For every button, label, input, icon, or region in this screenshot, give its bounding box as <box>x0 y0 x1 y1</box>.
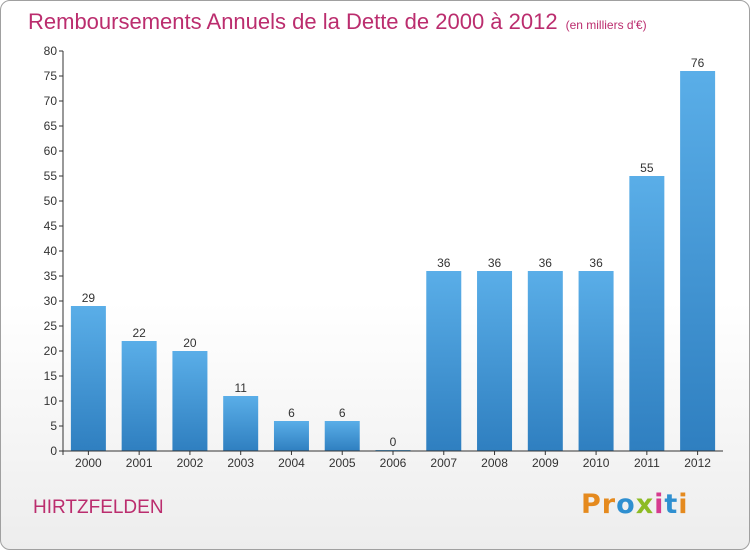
logo-letter: r <box>601 489 617 520</box>
x-tick-label: 2007 <box>430 456 457 470</box>
logo-letter: P <box>581 489 602 520</box>
y-tick-label: 40 <box>44 244 58 258</box>
y-tick-label: 60 <box>44 144 58 158</box>
y-tick-label: 65 <box>44 119 58 133</box>
data-label: 36 <box>589 256 603 270</box>
data-label: 76 <box>691 56 705 70</box>
x-tick-label: 2004 <box>278 456 305 470</box>
commune-name: HIRTZFELDEN <box>33 497 164 518</box>
y-tick-label: 80 <box>44 44 58 58</box>
logo-letter: x <box>635 489 655 520</box>
data-label: 22 <box>132 326 146 340</box>
data-label: 6 <box>288 406 295 420</box>
bar <box>527 271 563 451</box>
x-tick-label: 2003 <box>227 456 254 470</box>
x-tick-label: 2000 <box>75 456 102 470</box>
logo-letter: i <box>654 489 665 520</box>
x-tick-label: 2011 <box>634 456 660 470</box>
data-label: 0 <box>390 435 397 449</box>
y-tick-label: 50 <box>44 194 58 208</box>
bar <box>324 421 360 451</box>
bar <box>426 271 462 451</box>
bar <box>629 176 665 451</box>
bar <box>477 271 513 451</box>
data-label: 36 <box>539 256 553 270</box>
bar <box>121 341 157 451</box>
y-tick-label: 35 <box>44 269 58 283</box>
y-tick-label: 5 <box>50 419 57 433</box>
x-tick-label: 2006 <box>380 456 407 470</box>
bar <box>273 421 309 451</box>
data-label: 11 <box>234 381 247 395</box>
x-tick-label: 2008 <box>481 456 508 470</box>
x-tick-label: 2001 <box>126 456 153 470</box>
y-tick-label: 55 <box>44 169 58 183</box>
x-tick-label: 2002 <box>177 456 204 470</box>
y-tick-label: 20 <box>44 344 58 358</box>
x-tick-label: 2010 <box>583 456 610 470</box>
logo-letter: o <box>616 489 636 520</box>
x-tick-label: 2009 <box>532 456 559 470</box>
data-label: 6 <box>339 406 346 420</box>
bar <box>70 306 106 451</box>
data-label: 29 <box>82 291 96 305</box>
chart-title-text: Remboursements Annuels de la Dette de 20… <box>28 9 558 34</box>
logo-letter: t <box>664 489 679 520</box>
chart-subtitle: (en milliers d'€) <box>565 18 647 32</box>
y-tick-label: 15 <box>44 369 58 383</box>
data-label: 20 <box>183 336 197 350</box>
bar <box>578 271 614 451</box>
logo-letter: i <box>678 489 689 520</box>
data-label: 36 <box>437 256 451 270</box>
proxiti-logo: Proxiti <box>581 489 689 520</box>
y-tick-label: 30 <box>44 294 58 308</box>
y-tick-label: 10 <box>44 394 58 408</box>
y-tick-label: 0 <box>50 444 57 458</box>
x-tick-label: 2005 <box>329 456 356 470</box>
y-tick-label: 70 <box>44 94 58 108</box>
y-tick-label: 45 <box>44 219 58 233</box>
chart-title: Remboursements Annuels de la Dette de 20… <box>28 9 647 35</box>
bar <box>680 71 716 451</box>
bar <box>223 396 259 451</box>
x-tick-label: 2012 <box>684 456 711 470</box>
y-tick-label: 25 <box>44 319 58 333</box>
y-tick-label: 75 <box>44 69 58 83</box>
data-label: 36 <box>488 256 502 270</box>
bar <box>172 351 208 451</box>
data-label: 55 <box>640 161 654 175</box>
